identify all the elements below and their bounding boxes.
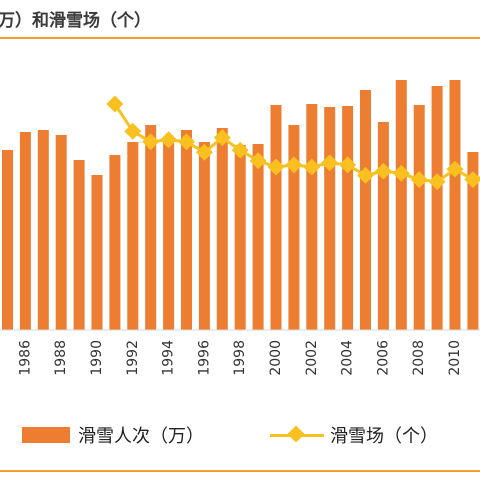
bar-1990 <box>91 175 103 330</box>
line-marker-2007 <box>392 164 410 182</box>
line-marker-2003 <box>321 154 339 172</box>
line-marker-2001 <box>285 156 303 174</box>
bar-1991 <box>109 155 121 330</box>
bar-2007 <box>395 80 407 330</box>
chart-plot: 1986 1988 1990 1992 1994 1996 1998 2000 2002 2004… <box>0 80 480 376</box>
legend-item-line: 滑雪场（个） <box>270 422 438 448</box>
x-tick-label-1990: 1990 <box>89 340 105 376</box>
bar-1993 <box>145 125 157 330</box>
x-tick-label-2006: 2006 <box>375 340 391 376</box>
x-axis-tick-labels: 1986 1988 1990 1992 1994 1996 1998 2000 2002 2004… <box>17 340 463 376</box>
x-tick-label-2004: 2004 <box>340 340 356 376</box>
bar-1999 <box>252 144 264 330</box>
line-marker-1993 <box>142 133 160 151</box>
x-tick-label-2000: 2000 <box>268 340 284 376</box>
line-marker-1991 <box>106 95 124 113</box>
x-tick-label-1998: 1998 <box>232 340 248 376</box>
bar-1996 <box>198 142 210 330</box>
bar-2008 <box>413 105 425 330</box>
bar-2010 <box>449 80 461 330</box>
bar-1989 <box>73 160 85 330</box>
x-tick-label-1988: 1988 <box>53 340 69 376</box>
x-tick-label-2010: 2010 <box>447 340 463 376</box>
line-marker-2002 <box>303 158 321 176</box>
bar-1986 <box>19 132 31 330</box>
bar-1988 <box>55 135 67 330</box>
legend-bar-label: 滑雪人次（万） <box>78 426 204 447</box>
line-marker-1992 <box>124 122 142 140</box>
bar-1994 <box>163 142 175 330</box>
bar-2003 <box>324 107 336 330</box>
bar-2002 <box>306 104 318 330</box>
line-marker-2004 <box>339 156 357 174</box>
bar-1992 <box>127 142 139 330</box>
bar-2011 <box>467 152 479 330</box>
x-tick-label-2002: 2002 <box>304 340 320 376</box>
legend-line-swatch <box>270 422 324 448</box>
line-marker-2006 <box>374 162 392 180</box>
bar-2006 <box>377 122 389 330</box>
line-marker-1994 <box>160 131 178 149</box>
bar-2000 <box>270 105 282 330</box>
line-marker-2000 <box>267 158 285 176</box>
bar-2004 <box>342 106 354 330</box>
line-series <box>106 95 480 191</box>
x-tick-label-1994: 1994 <box>161 340 177 376</box>
x-tick-label-2008: 2008 <box>411 340 427 376</box>
line-marker-1999 <box>249 152 267 170</box>
legend-line-label: 滑雪场（个） <box>330 426 438 447</box>
bar-1987 <box>37 130 49 330</box>
bar-2001 <box>288 125 300 330</box>
legend-item-bar: 滑雪人次（万） <box>22 422 204 448</box>
bar-1995 <box>181 130 192 330</box>
x-tick-label-1986: 1986 <box>17 340 33 376</box>
x-tick-label-1992: 1992 <box>125 340 141 376</box>
bottom-divider <box>0 470 480 472</box>
line-marker-1997 <box>213 129 231 147</box>
bar-1997 <box>216 128 228 330</box>
line-marker-2011 <box>464 171 480 189</box>
line-marker-2005 <box>357 166 374 184</box>
bar-2005 <box>360 90 371 330</box>
bar-1985 <box>2 150 13 330</box>
line-path <box>113 103 480 184</box>
line-marker-2008 <box>410 171 428 189</box>
line-marker-1995 <box>178 133 195 151</box>
legend-bar-swatch <box>22 427 70 443</box>
bar-series <box>2 80 479 330</box>
x-tick-label-1996: 1996 <box>196 340 212 376</box>
line-marker-1998 <box>231 141 249 159</box>
bar-1998 <box>234 145 246 330</box>
line-marker-1996 <box>195 143 213 161</box>
bar-2009 <box>431 86 443 330</box>
line-marker-2010 <box>446 160 464 178</box>
chart-title: 万）和滑雪场（个） <box>0 11 151 31</box>
title-divider <box>0 37 480 39</box>
line-marker-2009 <box>428 173 446 191</box>
